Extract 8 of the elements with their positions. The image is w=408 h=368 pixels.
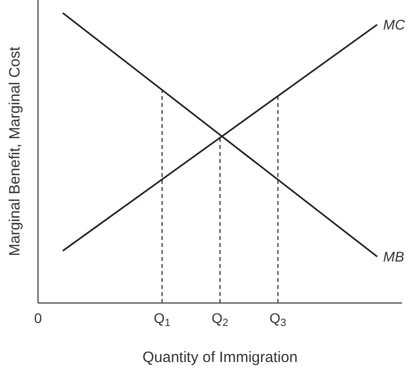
x-tick-label: Q$_{2}$ <box>212 310 229 330</box>
x-tick-label: Q$_{1}$ <box>154 310 171 330</box>
x-axis-title: Quantity of Immigration <box>142 349 298 366</box>
series-label: MC <box>383 16 406 33</box>
y-axis-title: Marginal Benefit, Marginal Cost <box>6 46 24 256</box>
x-tick-label: Q$_{3}$ <box>270 310 286 330</box>
series-label: MB <box>383 248 404 265</box>
x-tick-label: 0 <box>34 310 42 326</box>
